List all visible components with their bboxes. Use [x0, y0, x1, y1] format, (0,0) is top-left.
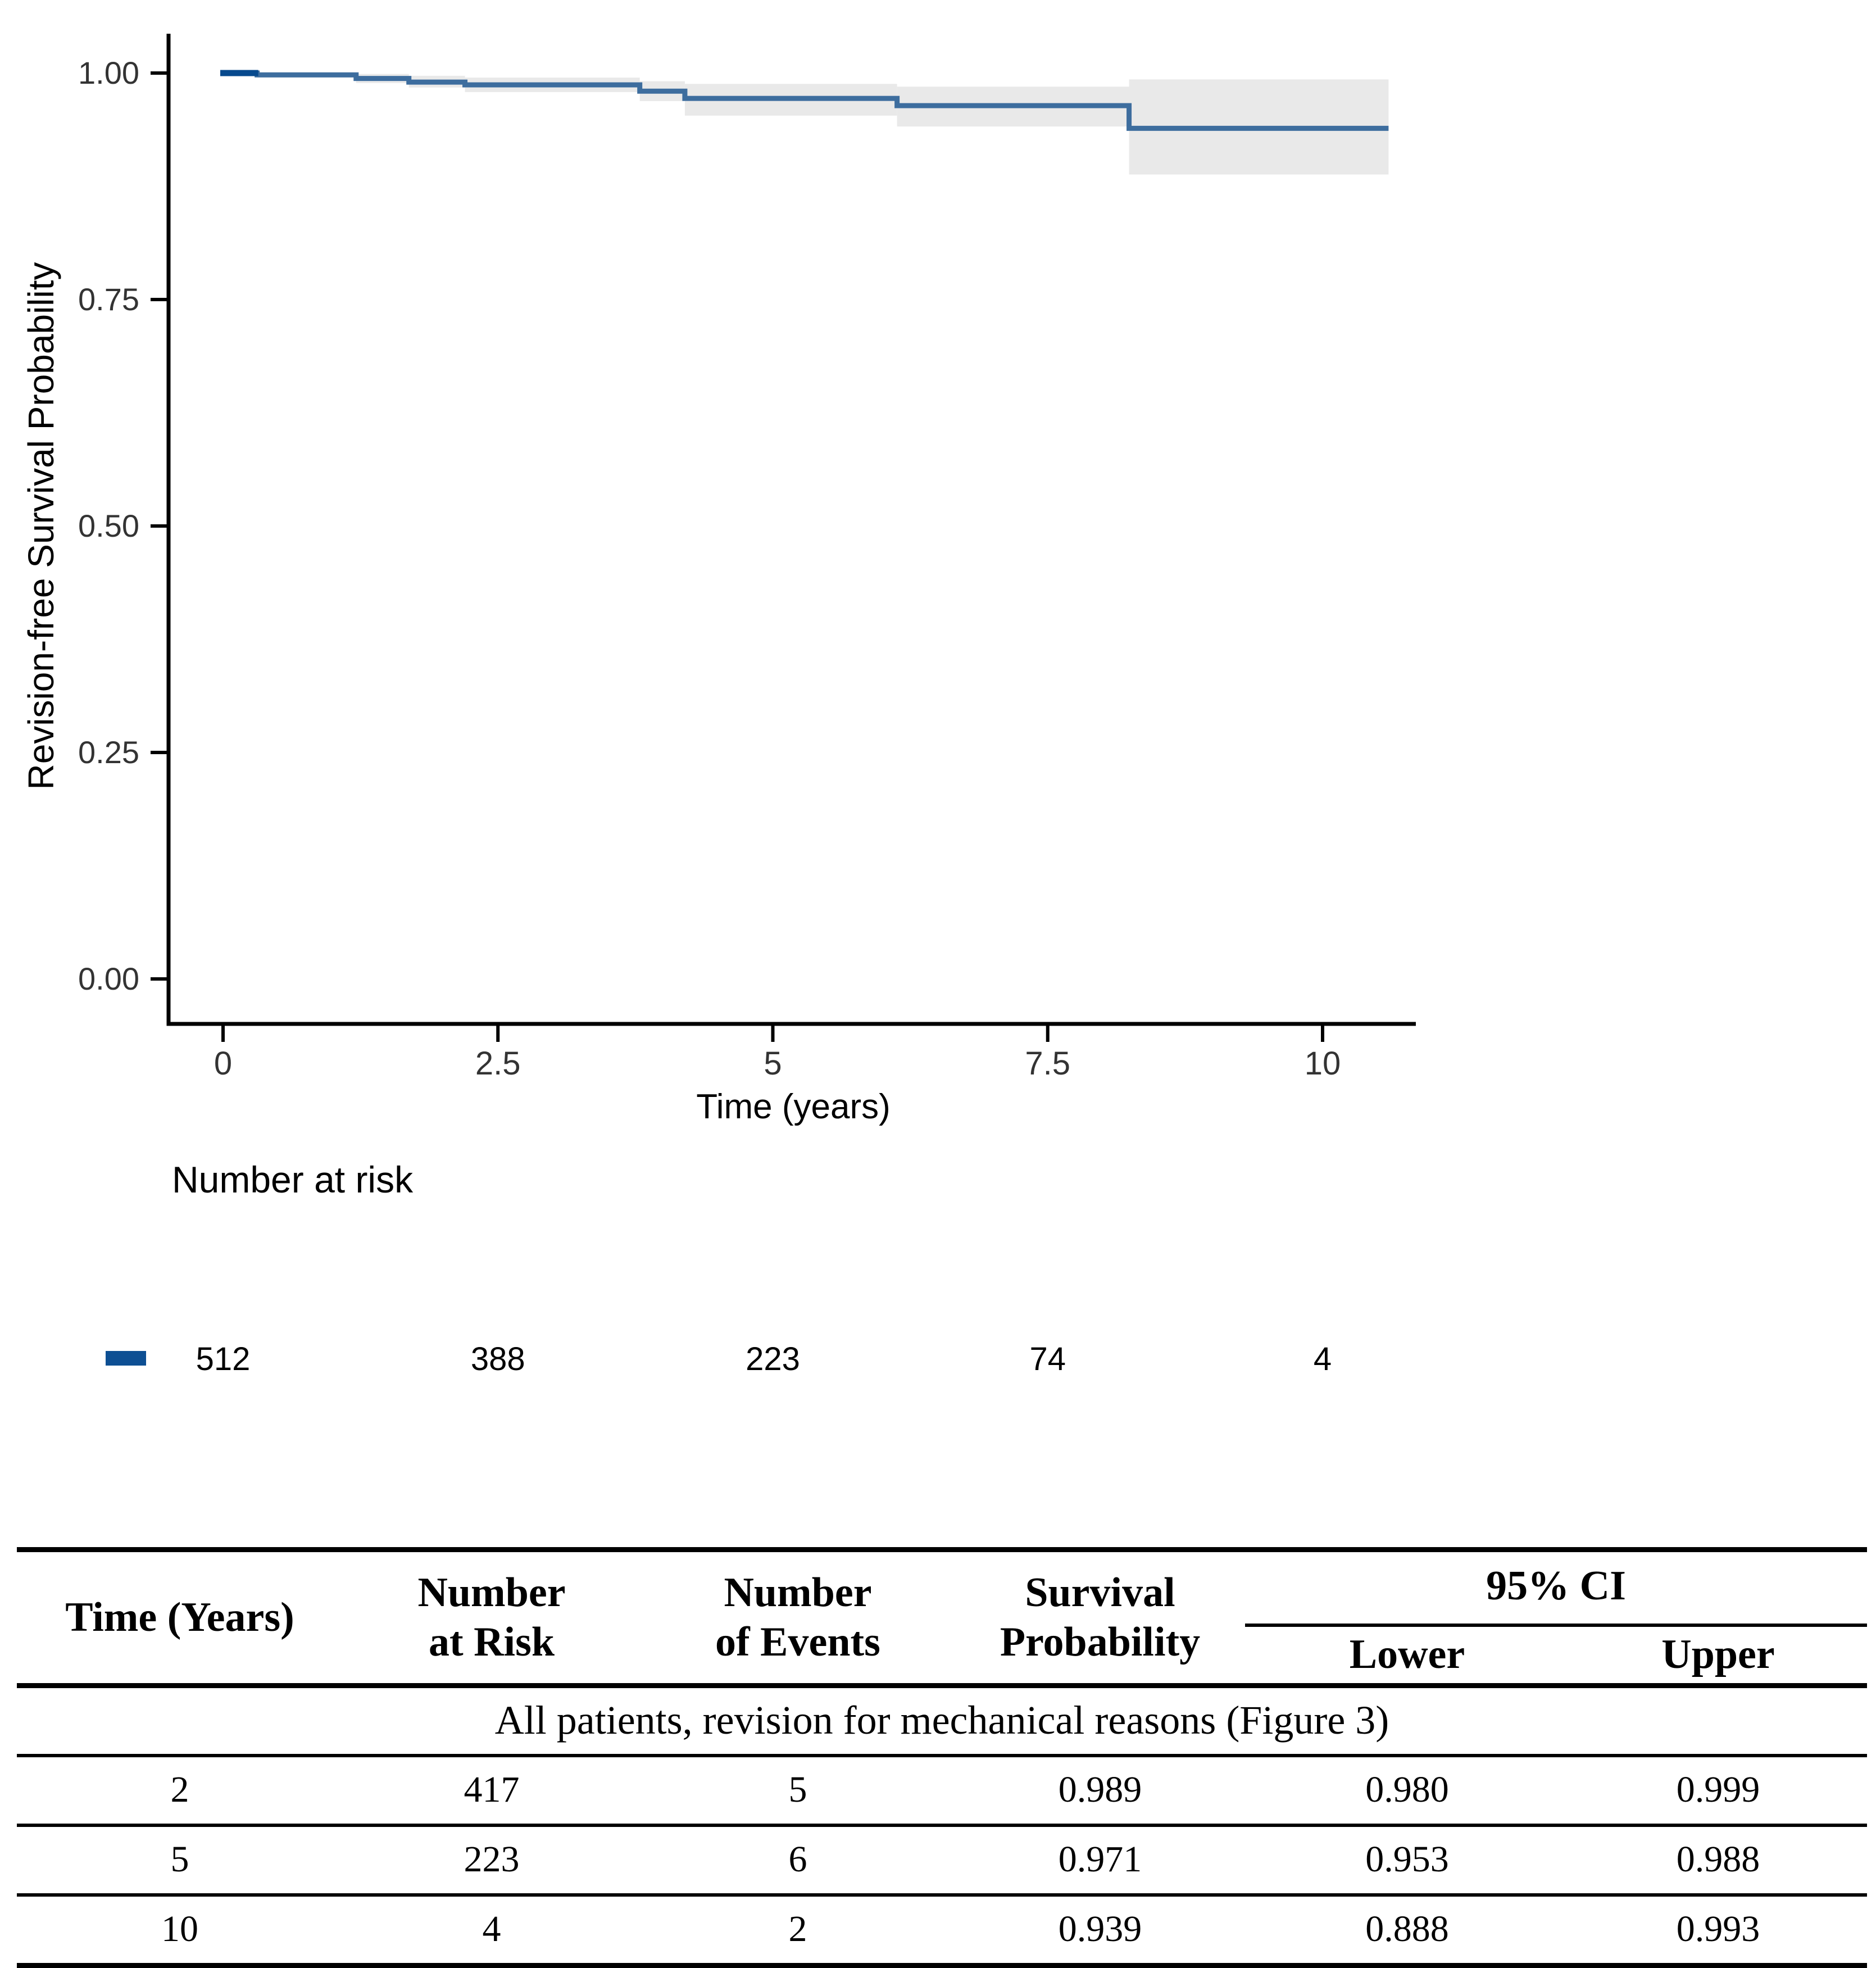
- cell-time: 2: [17, 1756, 343, 1827]
- cell-survival-probability: 0.989: [955, 1756, 1245, 1827]
- y-tick-label: 0.25: [78, 734, 139, 770]
- cell-number-at-risk: 4: [482, 1908, 501, 1949]
- col-header-time: Time (Years): [17, 1549, 343, 1688]
- cell-number-of-events: 5: [641, 1756, 955, 1827]
- cell-time: 5: [17, 1825, 343, 1897]
- risk-count: 512: [196, 1341, 251, 1377]
- cell-ci-lower: 0.980: [1245, 1756, 1569, 1827]
- risk-count: 4: [1314, 1341, 1332, 1377]
- risk-count: 388: [471, 1341, 525, 1377]
- cell-ci-lower: 0.953: [1245, 1825, 1569, 1897]
- cell-survival-probability: 0.971: [955, 1825, 1245, 1897]
- y-tick-label: 0.75: [78, 282, 139, 317]
- cell-number-of-events: 6: [641, 1825, 955, 1897]
- table-row: 2 417 5 0.989 0.980 0.999: [17, 1756, 1867, 1827]
- table-row: 10 4 2 0.939 0.888 0.993: [17, 1895, 1867, 1966]
- y-tick-label: 1.00: [78, 55, 139, 90]
- y-axis-title: Revision-free Survival Probability: [21, 262, 61, 790]
- cell-ci-upper: 0.993: [1676, 1908, 1760, 1949]
- cell-ci-upper: 0.999: [1569, 1756, 1867, 1827]
- x-tick-label: 7.5: [1025, 1045, 1070, 1082]
- cell-ci-upper: 0.988: [1569, 1825, 1867, 1897]
- col-header-95-ci: 95% CI: [1245, 1549, 1867, 1627]
- cell-number-of-events: 2: [788, 1908, 807, 1949]
- x-tick-label: 2.5: [475, 1045, 521, 1082]
- cell-number-at-risk: 417: [343, 1756, 641, 1827]
- km-survival-chart: 1.00 0.75 0.50 0.25 0.00 0 2.5 5 7.5 10 Revision-f…: [21, 34, 1416, 1377]
- risk-table-title: Number at risk: [172, 1159, 414, 1200]
- risk-count: 74: [1029, 1341, 1066, 1377]
- axis-lines: [166, 34, 1416, 1026]
- table-group-row: All patients, revision for mechanical re…: [17, 1685, 1867, 1757]
- table-header: Time (Years) Number at Risk Number of Ev…: [17, 1549, 1867, 1688]
- y-tick-label: 0.00: [78, 961, 139, 996]
- cell-survival-probability: 0.939: [1058, 1908, 1142, 1949]
- cell-number-at-risk: 223: [343, 1825, 641, 1897]
- table-body: All patients, revision for mechanical re…: [17, 1685, 1867, 1966]
- table-header-row-1: Time (Years) Number at Risk Number of Ev…: [17, 1549, 1867, 1688]
- x-tick-label: 0: [214, 1045, 232, 1082]
- table-row: 5 223 6 0.971 0.953 0.988: [17, 1825, 1867, 1897]
- legend-mark: [106, 1351, 146, 1366]
- col-header-number-of-events: Number of Events: [641, 1549, 955, 1688]
- col-header-survival-probability: Survival Probability: [955, 1549, 1245, 1688]
- cell-ci-lower: 0.888: [1365, 1908, 1449, 1949]
- risk-count: 223: [746, 1341, 800, 1377]
- y-tick-label: 0.50: [78, 508, 139, 543]
- col-header-ci-lower: Lower: [1245, 1625, 1569, 1688]
- survival-statistics-table: Time (Years) Number at Risk Number of Ev…: [17, 1547, 1867, 1968]
- x-axis-title: Time (years): [696, 1087, 891, 1126]
- col-header-ci-upper: Upper: [1569, 1625, 1867, 1688]
- cell-time: 10: [161, 1908, 198, 1949]
- col-header-number-at-risk: Number at Risk: [343, 1549, 641, 1688]
- x-tick-label: 5: [764, 1045, 782, 1082]
- group-row-label: All patients, revision for mechanical re…: [17, 1685, 1867, 1757]
- x-tick-label: 10: [1305, 1045, 1341, 1082]
- table-header-row-2: Lower Upper: [17, 1625, 1867, 1688]
- km-curve: [223, 70, 1389, 131]
